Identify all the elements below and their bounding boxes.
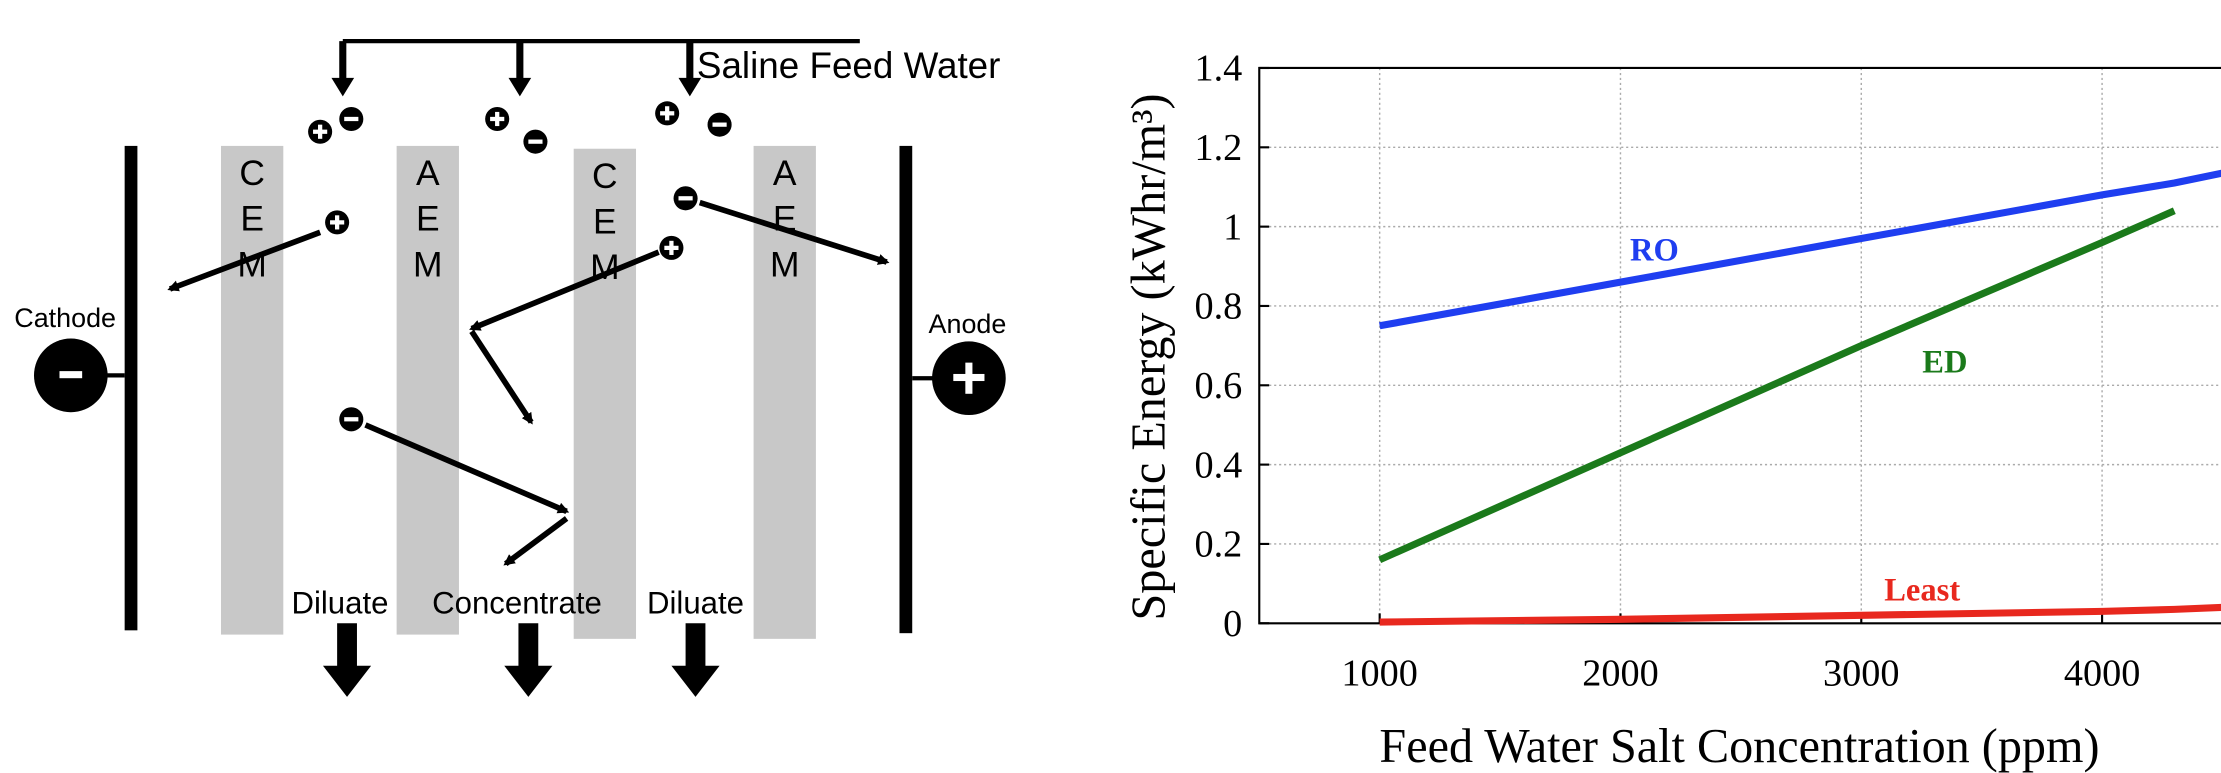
chart: Feed Water Salt Concentration (ppm) Spec… xyxy=(1122,48,2221,773)
x-tick-label: 1000 xyxy=(1341,653,1417,695)
ion-sign xyxy=(528,139,543,144)
outlet-arrows xyxy=(322,623,720,697)
membrane xyxy=(220,145,284,635)
outlet-label: Diluate xyxy=(291,585,388,620)
membrane-label: AEM xyxy=(408,153,448,290)
y-axis-label: Specific Energy (kWhr/m³) xyxy=(1122,93,1175,620)
series-line xyxy=(1378,207,2176,564)
feed-arrowheads xyxy=(331,77,702,97)
ion-sign xyxy=(344,116,359,122)
ion-sign xyxy=(669,240,674,255)
membrane xyxy=(396,145,459,635)
x-tick-label: 4000 xyxy=(2064,653,2140,695)
x-tick-label: 2000 xyxy=(1582,653,1658,695)
y-tick-label: 1.4 xyxy=(1194,48,1242,90)
y-tick-label: 1.2 xyxy=(1194,127,1242,169)
ion-sign xyxy=(344,417,359,422)
series-label: Least xyxy=(1884,573,1960,609)
y-tick-label: 1 xyxy=(1223,206,1242,248)
axis-frame xyxy=(1258,66,2221,625)
ed-diagram: Saline Feed Water Cathode Anode CEM AEM … xyxy=(14,38,1007,697)
plus-sign xyxy=(965,362,973,394)
ion-sign xyxy=(335,215,340,230)
x-axis-label: Feed Water Salt Concentration (ppm) xyxy=(1379,720,2099,773)
ion-sign xyxy=(665,106,670,121)
feed-label: Saline Feed Water xyxy=(697,45,1001,86)
cathode-label: Cathode xyxy=(14,303,116,333)
y-tick-label: 0.2 xyxy=(1194,524,1242,566)
ion-sign xyxy=(678,196,693,201)
series-line xyxy=(1379,169,2221,330)
membrane xyxy=(573,148,637,639)
feed-drops xyxy=(339,41,694,83)
ion-sign xyxy=(712,122,727,127)
ion-sign xyxy=(318,124,323,139)
scaled-root: Saline Feed Water Cathode Anode CEM AEM … xyxy=(14,38,2221,773)
series-line xyxy=(1379,603,2221,626)
y-tick-label: 0.8 xyxy=(1194,286,1242,328)
series-label: RO xyxy=(1630,233,1679,269)
ion-paths xyxy=(167,199,890,567)
ions xyxy=(308,101,732,432)
y-tick-label: 0.6 xyxy=(1194,365,1242,407)
membrane-label: CEM xyxy=(232,153,272,290)
outlet-label: Diluate xyxy=(647,585,744,620)
y-tick-label: 0 xyxy=(1223,603,1242,645)
membrane-label: AEM xyxy=(765,153,805,290)
anode-plate xyxy=(899,145,913,634)
cathode-plate xyxy=(124,145,138,631)
series-label: ED xyxy=(1922,345,1967,381)
outlet-label: Concentrate xyxy=(432,585,602,620)
x-tick-label: 3000 xyxy=(1823,653,1899,695)
y-tick-label: 0.4 xyxy=(1194,444,1242,486)
minus-sign xyxy=(59,371,83,379)
anode-label: Anode xyxy=(929,309,1007,339)
ion-sign xyxy=(495,111,500,127)
